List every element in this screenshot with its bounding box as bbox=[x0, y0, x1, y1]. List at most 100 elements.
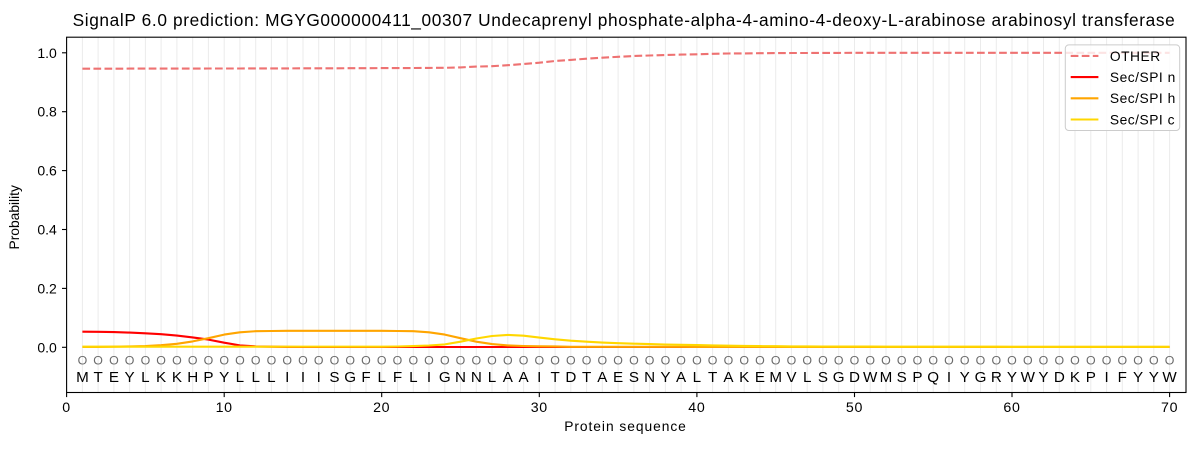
svg-text:G: G bbox=[833, 369, 845, 386]
svg-text:S: S bbox=[818, 369, 828, 386]
svg-text:M: M bbox=[769, 369, 782, 386]
svg-text:40: 40 bbox=[688, 400, 705, 416]
svg-text:L: L bbox=[693, 369, 701, 386]
svg-text:K: K bbox=[1070, 369, 1080, 386]
svg-text:O: O bbox=[1039, 354, 1049, 368]
svg-text:L: L bbox=[251, 369, 259, 386]
svg-text:O: O bbox=[188, 354, 198, 368]
svg-text:0.8: 0.8 bbox=[37, 104, 57, 120]
svg-text:O: O bbox=[692, 354, 702, 368]
svg-text:Y: Y bbox=[1149, 369, 1159, 386]
svg-text:Y: Y bbox=[125, 369, 135, 386]
svg-text:T: T bbox=[582, 369, 591, 386]
svg-text:I: I bbox=[285, 369, 289, 386]
svg-text:M: M bbox=[880, 369, 893, 386]
svg-text:60: 60 bbox=[1003, 400, 1020, 416]
svg-text:V: V bbox=[786, 369, 797, 386]
svg-text:L: L bbox=[236, 369, 244, 386]
svg-text:R: R bbox=[991, 369, 1002, 386]
svg-text:O: O bbox=[865, 354, 875, 368]
svg-text:10: 10 bbox=[216, 400, 233, 416]
svg-text:O: O bbox=[330, 354, 340, 368]
svg-text:O: O bbox=[991, 354, 1001, 368]
svg-text:A: A bbox=[676, 369, 687, 386]
svg-text:70: 70 bbox=[1161, 400, 1178, 416]
svg-text:O: O bbox=[93, 354, 103, 368]
svg-text:E: E bbox=[109, 369, 119, 386]
svg-text:O: O bbox=[314, 354, 324, 368]
svg-text:P: P bbox=[912, 369, 922, 386]
svg-text:50: 50 bbox=[846, 400, 863, 416]
svg-text:O: O bbox=[235, 354, 245, 368]
svg-text:O: O bbox=[582, 354, 592, 368]
svg-text:S: S bbox=[897, 369, 907, 386]
svg-text:0.4: 0.4 bbox=[37, 222, 57, 238]
svg-text:L: L bbox=[141, 369, 149, 386]
svg-text:O: O bbox=[913, 354, 923, 368]
svg-text:O: O bbox=[345, 354, 355, 368]
svg-text:O: O bbox=[424, 354, 434, 368]
svg-text:P: P bbox=[1086, 369, 1096, 386]
svg-text:O: O bbox=[787, 354, 797, 368]
svg-text:P: P bbox=[203, 369, 213, 386]
svg-text:K: K bbox=[739, 369, 749, 386]
svg-text:O: O bbox=[771, 354, 781, 368]
svg-text:I: I bbox=[317, 369, 321, 386]
svg-text:O: O bbox=[141, 354, 151, 368]
svg-text:O: O bbox=[503, 354, 513, 368]
svg-text:Y: Y bbox=[1007, 369, 1017, 386]
svg-text:Probability: Probability bbox=[7, 185, 22, 250]
svg-text:O: O bbox=[944, 354, 954, 368]
svg-text:G: G bbox=[439, 369, 451, 386]
svg-text:30: 30 bbox=[531, 400, 548, 416]
svg-text:O: O bbox=[1007, 354, 1017, 368]
svg-text:O: O bbox=[109, 354, 119, 368]
svg-text:O: O bbox=[661, 354, 671, 368]
svg-text:O: O bbox=[724, 354, 734, 368]
svg-text:O: O bbox=[802, 354, 812, 368]
svg-text:S: S bbox=[629, 369, 639, 386]
svg-text:O: O bbox=[298, 354, 308, 368]
svg-text:20: 20 bbox=[373, 400, 390, 416]
svg-text:O: O bbox=[440, 354, 450, 368]
svg-text:I: I bbox=[301, 369, 305, 386]
svg-text:N: N bbox=[455, 369, 466, 386]
svg-text:O: O bbox=[629, 354, 639, 368]
svg-text:O: O bbox=[550, 354, 560, 368]
svg-text:Sec/SPI h: Sec/SPI h bbox=[1110, 91, 1176, 106]
svg-text:O: O bbox=[1165, 354, 1175, 368]
svg-text:0: 0 bbox=[62, 400, 71, 416]
svg-text:L: L bbox=[267, 369, 275, 386]
svg-text:N: N bbox=[471, 369, 482, 386]
svg-text:O: O bbox=[408, 354, 418, 368]
svg-text:O: O bbox=[755, 354, 765, 368]
svg-text:I: I bbox=[947, 369, 951, 386]
svg-text:Y: Y bbox=[1133, 369, 1143, 386]
svg-text:Q: Q bbox=[927, 369, 939, 386]
svg-text:O: O bbox=[708, 354, 718, 368]
svg-text:Y: Y bbox=[960, 369, 970, 386]
svg-text:O: O bbox=[487, 354, 497, 368]
svg-text:D: D bbox=[849, 369, 860, 386]
svg-text:T: T bbox=[93, 369, 102, 386]
svg-text:Sec/SPI c: Sec/SPI c bbox=[1110, 112, 1175, 127]
svg-text:E: E bbox=[755, 369, 765, 386]
svg-text:0.6: 0.6 bbox=[37, 163, 57, 179]
svg-text:L: L bbox=[488, 369, 496, 386]
svg-text:T: T bbox=[550, 369, 559, 386]
svg-text:K: K bbox=[156, 369, 166, 386]
svg-text:W: W bbox=[1021, 369, 1036, 386]
svg-text:0.0: 0.0 bbox=[37, 339, 57, 355]
svg-text:K: K bbox=[172, 369, 182, 386]
svg-text:Sec/SPI n: Sec/SPI n bbox=[1110, 70, 1176, 85]
svg-text:F: F bbox=[1118, 369, 1127, 386]
svg-text:L: L bbox=[377, 369, 385, 386]
svg-text:W: W bbox=[1162, 369, 1177, 386]
svg-text:O: O bbox=[1070, 354, 1080, 368]
svg-text:Y: Y bbox=[660, 369, 670, 386]
svg-text:O: O bbox=[156, 354, 166, 368]
svg-text:A: A bbox=[519, 369, 530, 386]
svg-text:O: O bbox=[1023, 354, 1033, 368]
svg-text:O: O bbox=[1149, 354, 1159, 368]
svg-text:I: I bbox=[537, 369, 541, 386]
